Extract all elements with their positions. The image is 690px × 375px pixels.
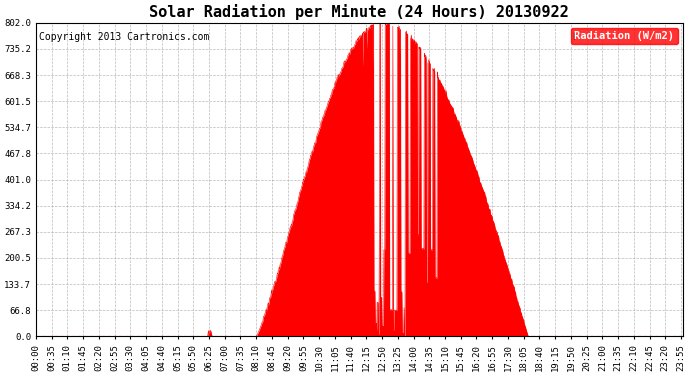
Legend: Radiation (W/m2): Radiation (W/m2) [571,28,678,44]
Title: Solar Radiation per Minute (24 Hours) 20130922: Solar Radiation per Minute (24 Hours) 20… [150,4,569,20]
Text: Copyright 2013 Cartronics.com: Copyright 2013 Cartronics.com [39,32,210,42]
